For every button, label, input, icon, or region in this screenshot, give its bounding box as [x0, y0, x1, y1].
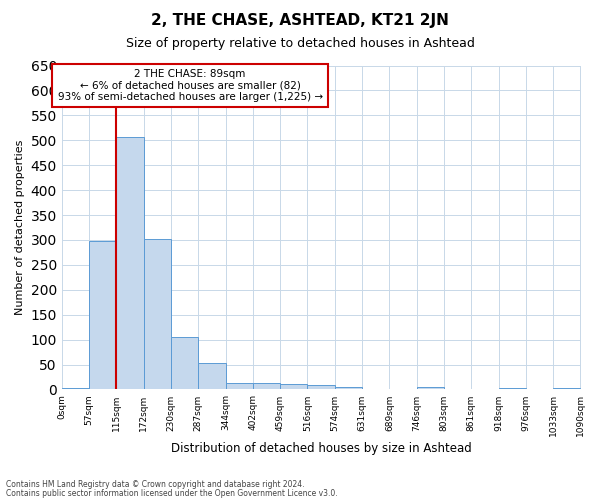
Bar	[143, 239, 171, 390]
Text: 2, THE CHASE, ASHTEAD, KT21 2JN: 2, THE CHASE, ASHTEAD, KT21 2JN	[151, 12, 449, 28]
Y-axis label: Number of detached properties: Number of detached properties	[15, 140, 25, 315]
Bar	[171, 336, 198, 390]
Text: Contains public sector information licensed under the Open Government Licence v3: Contains public sector information licen…	[6, 488, 338, 498]
Bar	[116, 138, 143, 390]
Text: Size of property relative to detached houses in Ashtead: Size of property relative to detached ho…	[125, 38, 475, 51]
Bar	[253, 383, 280, 390]
Bar	[499, 388, 526, 390]
X-axis label: Distribution of detached houses by size in Ashtead: Distribution of detached houses by size …	[171, 442, 472, 455]
Bar	[335, 387, 362, 390]
Bar	[198, 363, 226, 390]
Bar	[553, 388, 580, 390]
Bar	[62, 388, 89, 390]
Text: 2 THE CHASE: 89sqm
← 6% of detached houses are smaller (82)
93% of semi-detached: 2 THE CHASE: 89sqm ← 6% of detached hous…	[58, 69, 323, 102]
Bar	[280, 384, 307, 390]
Text: Contains HM Land Registry data © Crown copyright and database right 2024.: Contains HM Land Registry data © Crown c…	[6, 480, 305, 489]
Bar	[416, 388, 444, 390]
Bar	[89, 241, 116, 390]
Bar	[226, 384, 253, 390]
Bar	[307, 386, 335, 390]
